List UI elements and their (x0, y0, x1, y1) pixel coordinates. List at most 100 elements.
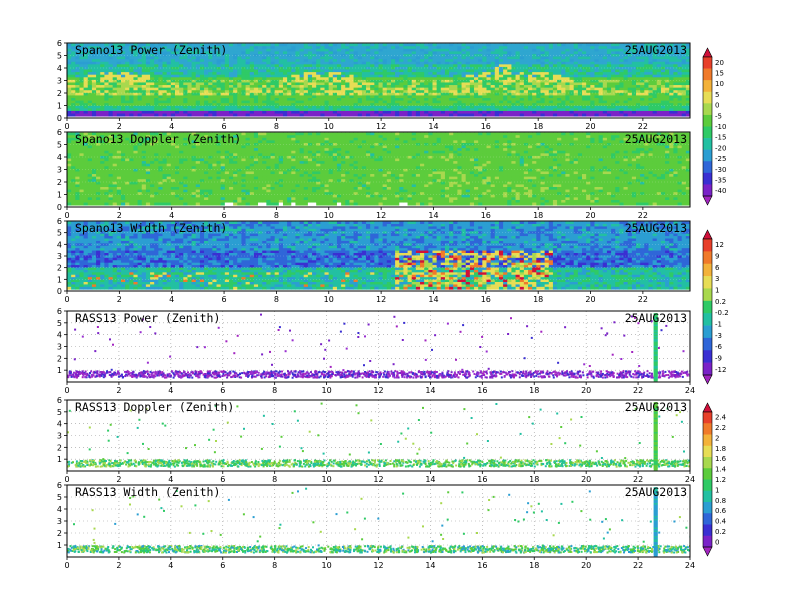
x-tick-label: 4 (169, 211, 174, 220)
x-tick-label: 4 (169, 122, 174, 131)
x-tick-label: 22 (633, 561, 643, 570)
colorbar-swatch (703, 68, 712, 81)
colorbar-label: 9 (715, 253, 719, 261)
colorbar-swatch (703, 149, 712, 162)
x-tick-label: 18 (529, 561, 539, 570)
x-tick-label: 10 (324, 211, 334, 220)
x-tick-label: 10 (321, 475, 331, 484)
colorbar-swatch (703, 468, 712, 480)
colorbar-label: 1 (715, 486, 719, 494)
x-tick-label: 10 (321, 386, 331, 395)
colorbar-swatch (703, 103, 712, 116)
colorbar-label: 10 (715, 80, 724, 88)
colorbar-swatch (703, 138, 712, 150)
x-tick-label: 14 (425, 386, 435, 395)
x-tick-label: 12 (373, 386, 383, 395)
panel-date: 25AUG2013 (625, 132, 687, 146)
y-tick-label: 4 (57, 331, 62, 340)
panel-title: Spano13 Power (Zenith) (75, 43, 227, 57)
x-tick-label: 4 (168, 475, 173, 484)
colorbar-label: 2 (715, 435, 719, 443)
x-tick-label: 6 (220, 386, 225, 395)
y-tick-label: 2 (57, 264, 62, 273)
colorbar-label: 20 (715, 59, 724, 67)
y-tick-label: 2 (57, 529, 62, 538)
colorbar-swatch (703, 126, 712, 139)
y-tick-label: 2 (57, 89, 62, 98)
colorbar-swatch (703, 91, 712, 104)
colorbar-label: -20 (715, 144, 726, 152)
x-tick-label: 16 (477, 561, 487, 570)
colorbar-label: 0.4 (715, 518, 727, 526)
x-tick-label: 14 (428, 295, 438, 304)
colorbar-label: 5 (715, 91, 719, 99)
x-tick-label: 0 (64, 295, 69, 304)
colorbar-bottom-arrow (702, 546, 713, 557)
y-tick-label: 6 (57, 481, 62, 490)
x-tick-label: 8 (274, 295, 279, 304)
x-tick-label: 0 (64, 475, 69, 484)
colorbar-top-arrow (702, 229, 713, 240)
colorbar-label: -5 (715, 112, 722, 120)
y-tick-label: 2 (57, 178, 62, 187)
panel-date: 25AUG2013 (625, 485, 687, 499)
plot-area (67, 311, 690, 382)
x-tick-label: 16 (481, 295, 491, 304)
colorbar-swatch (703, 184, 712, 197)
x-tick-label: 14 (425, 561, 435, 570)
x-tick-label: 8 (272, 475, 277, 484)
x-tick-label: 8 (272, 386, 277, 395)
colorbar-2: 12 9 6 3 1 0.2 -0.2 -1 -3 -6 -9 -12 (702, 229, 729, 385)
colorbar-bottom-arrow (702, 195, 713, 206)
colorbar-swatch (703, 313, 712, 326)
colorbar-label: 0.8 (715, 497, 726, 505)
colorbar-swatch (703, 57, 712, 69)
y-tick-label: 4 (57, 64, 62, 73)
panel-title: RASS13 Width (Zenith) (75, 485, 220, 499)
colorbar-label: -0.2 (715, 309, 729, 317)
colorbar-label: -3 (715, 332, 722, 340)
y-tick-label: 6 (57, 128, 62, 137)
colorbar-label: 1.2 (715, 476, 726, 484)
y-tick-label: 5 (57, 408, 62, 417)
x-tick-label: 10 (324, 295, 334, 304)
x-tick-label: 2 (117, 122, 122, 131)
x-tick-label: 22 (638, 122, 648, 131)
panel-title: RASS13 Doppler (Zenith) (75, 400, 234, 414)
colorbar-swatch (703, 337, 712, 351)
x-tick-label: 8 (272, 561, 277, 570)
y-tick-label: 2 (57, 443, 62, 452)
panel-title: RASS13 Power (Zenith) (75, 311, 220, 325)
colorbar-label: 0.2 (715, 528, 726, 536)
colorbar-swatch (703, 350, 712, 363)
colorbar-label: 1.4 (715, 466, 727, 474)
colorbar-label: 1.8 (715, 445, 726, 453)
x-tick-label: 22 (633, 386, 643, 395)
plot-area (67, 400, 690, 471)
x-tick-label: 8 (274, 122, 279, 131)
colorbar-label: 1 (715, 287, 719, 295)
x-tick-label: 24 (685, 561, 695, 570)
x-tick-label: 20 (585, 211, 595, 220)
x-tick-label: 4 (168, 561, 173, 570)
colorbar-label: -10 (715, 123, 726, 131)
x-tick-label: 20 (581, 386, 591, 395)
colorbar-swatch (703, 502, 712, 514)
x-tick-label: 16 (477, 475, 487, 484)
colorbar-bottom-arrow (702, 374, 713, 385)
colorbar-swatch (703, 239, 712, 252)
colorbar-label: -1 (715, 321, 722, 329)
y-tick-label: 3 (57, 252, 62, 261)
colorbar-swatch (703, 263, 712, 277)
x-tick-label: 20 (585, 122, 595, 131)
colorbar-swatch (703, 251, 712, 265)
panel-date: 25AUG2013 (625, 221, 687, 235)
colorbar-1: 20 15 10 5 0 -5 -10 -15 -20 -25 -30 -35 -40 (702, 47, 726, 206)
colorbar-swatch (703, 80, 712, 93)
colorbar-swatch (703, 114, 712, 127)
